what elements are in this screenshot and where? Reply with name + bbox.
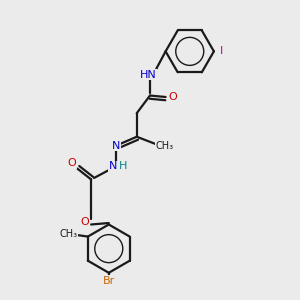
Text: I: I [220, 46, 223, 56]
Text: CH₃: CH₃ [60, 229, 78, 239]
Text: O: O [168, 92, 177, 102]
Text: Br: Br [103, 276, 115, 286]
Text: H: H [118, 161, 127, 171]
Text: HN: HN [140, 70, 157, 80]
Text: N: N [109, 161, 117, 171]
Text: CH₃: CH₃ [156, 141, 174, 151]
Text: N: N [112, 141, 120, 151]
Text: O: O [68, 158, 76, 168]
Text: O: O [80, 217, 89, 227]
